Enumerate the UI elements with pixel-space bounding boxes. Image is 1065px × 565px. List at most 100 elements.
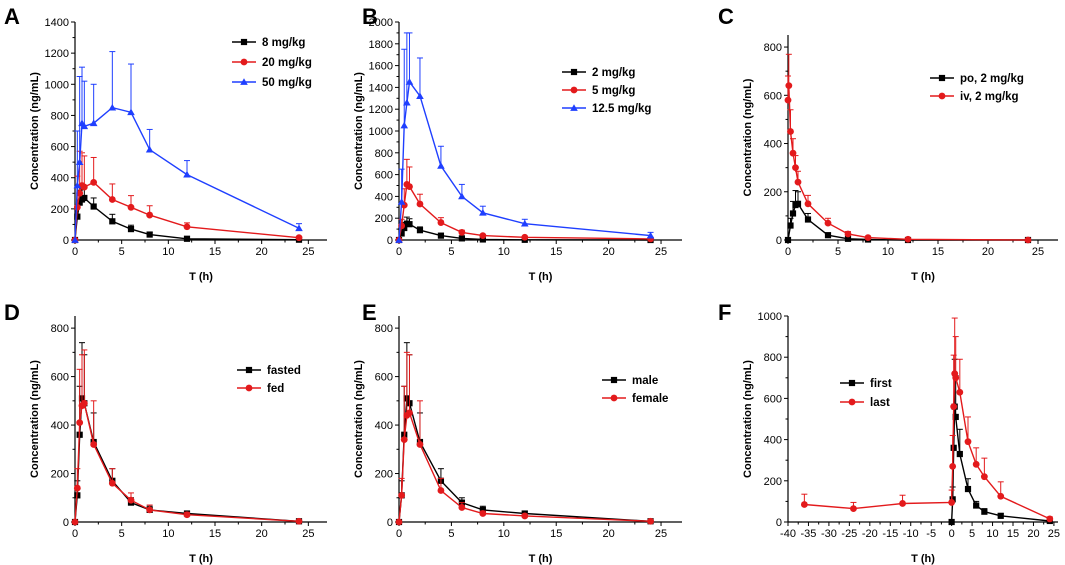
series-iv-2-mg-kg — [784, 53, 1032, 244]
data-point — [458, 192, 466, 200]
legend-label: last — [870, 397, 890, 409]
data-point — [395, 236, 403, 243]
data-point — [73, 181, 82, 189]
legend-label: first — [870, 378, 892, 390]
data-point — [479, 510, 487, 517]
y-tick-label: 600 — [764, 90, 782, 102]
data-point — [416, 92, 424, 99]
series-fed — [71, 349, 303, 526]
data-point — [973, 502, 980, 509]
data-point — [81, 194, 88, 202]
data-point — [784, 96, 792, 104]
legend-marker — [245, 384, 253, 392]
data-point — [71, 236, 79, 243]
data-point — [127, 108, 135, 116]
y-tick-label: 600 — [764, 393, 782, 405]
data-point — [952, 374, 960, 382]
data-point — [804, 216, 812, 223]
y-tick-label: 400 — [51, 420, 69, 432]
x-tick-label: 5 — [119, 528, 125, 540]
data-point — [948, 518, 955, 526]
x-tick-label: 20 — [1027, 528, 1039, 540]
data-point — [458, 504, 466, 511]
y-axis-label: Concentration (ng/mL) — [353, 360, 365, 478]
data-point — [956, 450, 963, 458]
x-tick-label: 15 — [550, 528, 562, 540]
data-point — [804, 200, 812, 208]
data-point — [646, 231, 655, 239]
data-point — [398, 230, 405, 237]
y-tick-label: 400 — [375, 420, 393, 432]
x-axis-label: T (h) — [189, 553, 213, 565]
y-tick-label: 1000 — [45, 79, 69, 91]
data-point — [437, 219, 445, 226]
legend-label: fasted — [267, 365, 301, 377]
x-tick-label: -30 — [821, 528, 837, 540]
y-tick-label: 600 — [51, 372, 69, 384]
series-line — [398, 411, 651, 523]
x-tick-label: 20 — [603, 528, 615, 540]
x-tick-label: -15 — [882, 528, 898, 540]
series-line — [74, 197, 300, 241]
data-point — [787, 128, 794, 135]
y-tick-label: 600 — [375, 372, 393, 384]
legend-label: 20 mg/kg — [262, 57, 312, 69]
x-tick-label: 15 — [1007, 528, 1019, 540]
data-point — [403, 98, 411, 106]
x-tick-label: 25 — [302, 246, 314, 258]
x-tick-label: -10 — [903, 528, 919, 540]
data-point — [71, 518, 79, 526]
x-tick-label: 20 — [982, 246, 994, 258]
series-line — [398, 395, 651, 523]
y-tick-label: 200 — [51, 469, 69, 481]
data-point — [295, 234, 303, 242]
data-point — [520, 219, 529, 227]
data-point — [980, 473, 988, 481]
data-point — [1046, 515, 1054, 523]
data-point — [183, 511, 191, 519]
data-point — [295, 224, 303, 232]
data-point — [73, 203, 81, 211]
legend-label: 8 mg/kg — [262, 37, 305, 49]
legend-label: po, 2 mg/kg — [960, 73, 1024, 85]
legend-label: 2 mg/kg — [592, 67, 635, 79]
x-tick-label: 0 — [72, 246, 78, 258]
chart-panel-f: F -40 -35 -30 -25 -20 -15 -10 -5 0 5 10 15 20 25 0 200 40… — [718, 300, 1060, 565]
x-tick-label: 10 — [498, 246, 510, 258]
x-tick-label: 25 — [1032, 246, 1044, 258]
data-point — [295, 517, 303, 525]
series-line — [787, 202, 1028, 241]
panel-letter: E — [362, 300, 377, 325]
series-5-mg-kg — [395, 158, 654, 244]
data-point — [521, 512, 529, 520]
x-tick-label: -5 — [926, 528, 936, 540]
data-point — [73, 484, 81, 492]
data-point — [437, 232, 445, 239]
x-tick-label: 15 — [209, 246, 221, 258]
data-point — [844, 230, 852, 238]
data-point — [416, 200, 424, 208]
y-tick-label: 1400 — [369, 82, 393, 94]
x-tick-label: 0 — [949, 528, 955, 540]
data-point — [108, 479, 116, 487]
data-point — [899, 500, 906, 507]
x-tick-label: 15 — [932, 246, 944, 258]
data-point — [437, 487, 445, 494]
y-tick-label: 200 — [375, 213, 393, 225]
x-tick-label: -35 — [801, 528, 817, 540]
x-tick-label: 0 — [396, 246, 402, 258]
data-point — [146, 506, 154, 514]
y-axis-label: Concentration (ng/mL) — [353, 72, 365, 190]
chart-panel-b: B 0 5 10 15 20 25 0 200 400 600 800 1000 1200 1400 1600… — [353, 4, 682, 283]
data-point — [479, 208, 487, 216]
x-axis-label: T (h) — [911, 271, 935, 283]
data-point — [108, 196, 116, 203]
data-point — [108, 103, 117, 111]
series-last — [800, 317, 1054, 523]
data-point — [800, 501, 808, 508]
y-tick-label: 400 — [764, 435, 782, 447]
data-point — [950, 403, 958, 411]
series-line — [787, 85, 1029, 241]
legend-label: female — [632, 393, 668, 405]
data-point — [647, 517, 654, 525]
